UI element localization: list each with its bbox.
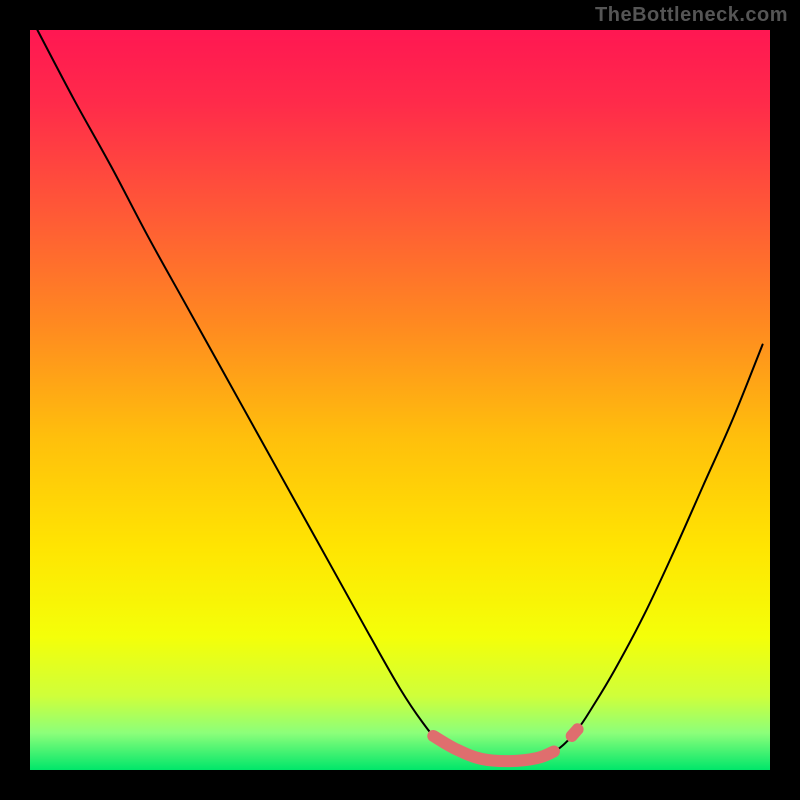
plot-area: [30, 30, 770, 770]
chart-svg: [0, 0, 800, 800]
marker-segment-1: [572, 729, 578, 736]
chart-container: TheBottleneck.com: [0, 0, 800, 800]
watermark-text: TheBottleneck.com: [595, 4, 788, 27]
